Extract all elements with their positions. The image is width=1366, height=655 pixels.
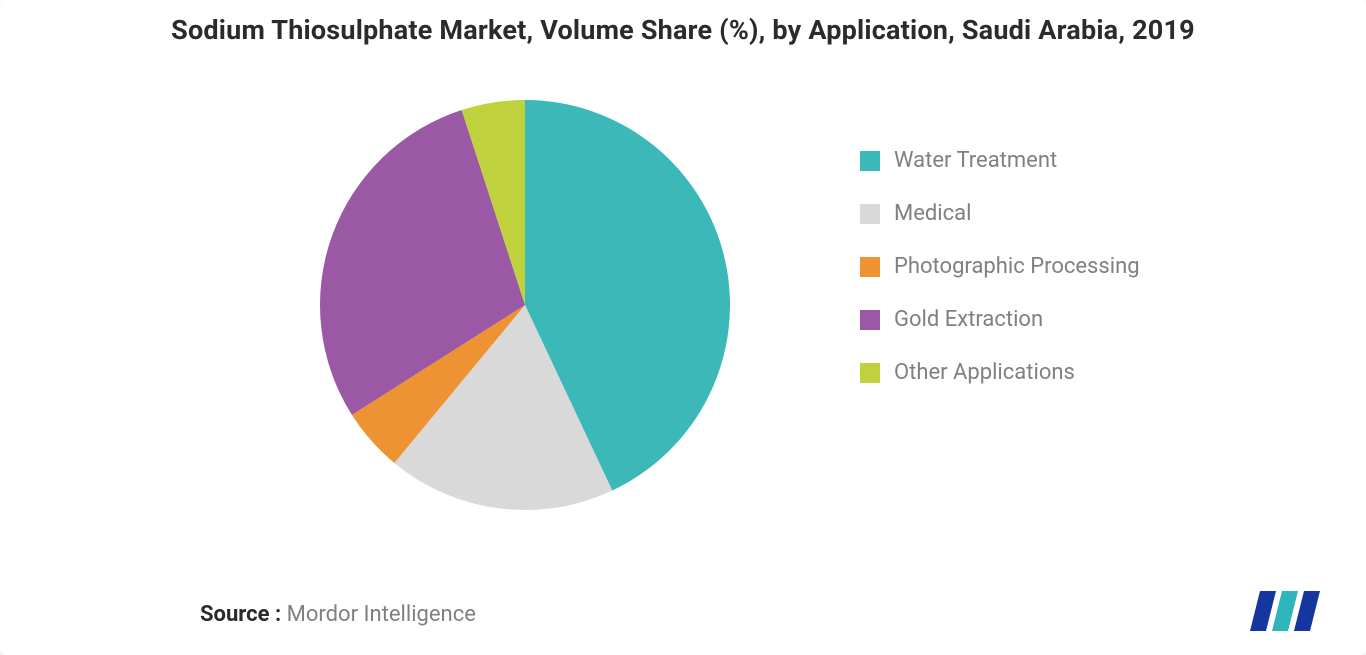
- pie-chart: [310, 90, 740, 520]
- logo-bar: [1272, 591, 1298, 631]
- brand-logo: [1250, 589, 1322, 633]
- legend-item: Other Applications: [860, 360, 1260, 385]
- legend-swatch: [860, 363, 880, 383]
- legend-label: Gold Extraction: [894, 307, 1043, 332]
- legend-item: Water Treatment: [860, 148, 1260, 173]
- source-name: Mordor Intelligence: [287, 602, 476, 627]
- legend-swatch: [860, 204, 880, 224]
- chart-title: Sodium Thiosulphate Market, Volume Share…: [0, 14, 1366, 46]
- legend-swatch: [860, 151, 880, 171]
- legend-label: Photographic Processing: [894, 254, 1140, 279]
- source-label: Source :: [200, 602, 281, 627]
- pie-svg: [310, 90, 740, 520]
- source-line: Source : Mordor Intelligence: [200, 602, 476, 627]
- legend-label: Other Applications: [894, 360, 1075, 385]
- legend-label: Water Treatment: [894, 148, 1057, 173]
- logo-bar: [1250, 591, 1276, 631]
- logo-bar: [1294, 591, 1320, 631]
- legend-item: Photographic Processing: [860, 254, 1260, 279]
- legend-label: Medical: [894, 201, 971, 226]
- legend-swatch: [860, 257, 880, 277]
- legend-item: Medical: [860, 201, 1260, 226]
- legend: Water Treatment Medical Photographic Proce…: [860, 120, 1260, 413]
- legend-swatch: [860, 310, 880, 330]
- legend-item: Gold Extraction: [860, 307, 1260, 332]
- brand-logo-svg: [1250, 589, 1322, 633]
- chart-card: Sodium Thiosulphate Market, Volume Share…: [0, 0, 1366, 655]
